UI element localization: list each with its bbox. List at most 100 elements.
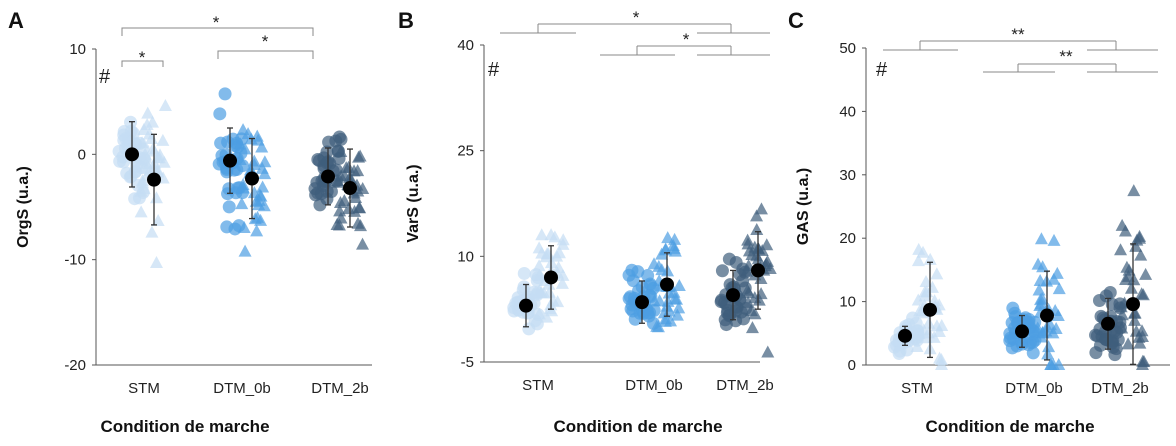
significance-label: * <box>139 48 146 67</box>
panel-C: C 50 40 30 20 10 0 GAS (u.a.) STM DTM_0b DTM_2b Con… <box>788 8 1170 436</box>
mean-marker <box>125 147 139 162</box>
data-point-triangle <box>1135 324 1149 337</box>
data-point-triangle <box>650 319 664 332</box>
data-point-circle <box>715 264 729 278</box>
data-point-triangle <box>668 232 682 245</box>
data-point-triangle <box>337 194 351 207</box>
data-point-triangle <box>1136 288 1150 301</box>
data-point-circle <box>112 144 126 158</box>
data-point-triangle <box>233 153 247 166</box>
data-point-circle <box>322 135 336 149</box>
data-point-triangle <box>136 176 150 189</box>
data-point-triangle <box>334 145 348 158</box>
data-point-circle <box>517 266 531 280</box>
y-axis-label: VarS (u.a.) <box>405 164 422 242</box>
category-label: STM <box>522 377 554 394</box>
mean-marker <box>1101 316 1115 331</box>
data-point-triangle <box>146 142 160 155</box>
category-label: STM <box>901 380 933 397</box>
data-point-circle <box>517 280 531 294</box>
data-point-triangle <box>668 292 682 305</box>
data-point-circle <box>218 87 232 101</box>
mean-marker <box>321 169 335 184</box>
data-point-circle <box>213 107 227 121</box>
data-point-triangle <box>750 222 764 235</box>
mean-marker <box>726 288 740 303</box>
data-point-triangle <box>761 345 775 358</box>
x-axis-label: Condition de marche <box>553 417 722 436</box>
data-point-triangle <box>750 209 764 222</box>
significance-bracket <box>121 60 164 67</box>
data-point-triangle <box>556 268 570 281</box>
data-point-triangle <box>1130 233 1144 246</box>
data-point-triangle <box>1049 321 1063 334</box>
data-point-triangle <box>551 295 565 308</box>
data-point-triangle <box>922 316 936 329</box>
data-point-triangle <box>535 246 549 259</box>
y-tick-label: 40 <box>839 103 856 120</box>
data-point-triangle <box>912 327 926 340</box>
data-point-triangle <box>670 308 684 321</box>
panel-A: A 10 0 -10 -20 OrgS (u.a.) STM DTM_0b DTM_2b Cond… <box>8 8 372 436</box>
data-point-triangle <box>555 276 569 289</box>
data-point-triangle <box>1139 267 1153 280</box>
data-point-triangle <box>647 294 661 307</box>
y-axis-label: OrgS (u.a.) <box>15 166 32 248</box>
data-point-triangle <box>333 204 347 217</box>
category-label: DTM_0b <box>1005 380 1063 397</box>
category-label: DTM_2b <box>716 377 774 394</box>
data-point-triangle <box>748 307 762 320</box>
data-point-triangle <box>157 155 171 168</box>
x-axis-label: Condition de marche <box>925 417 1094 436</box>
data-point-triangle <box>672 301 686 314</box>
mean-marker <box>544 270 558 285</box>
y-tick-label: -10 <box>64 252 86 269</box>
hash-marker: # <box>876 59 888 81</box>
data-point-triangle <box>149 191 163 204</box>
data-point-triangle <box>754 202 768 215</box>
data-point-triangle <box>1124 281 1138 294</box>
data-point-triangle <box>667 285 681 298</box>
y-tick-label: 30 <box>839 167 856 184</box>
data-point-triangle <box>664 314 678 327</box>
y-tick-label: 40 <box>457 37 474 54</box>
data-point-triangle <box>741 283 755 296</box>
data-point-triangle <box>1034 297 1048 310</box>
category-label: DTM_2b <box>1091 380 1149 397</box>
data-point-triangle <box>332 218 346 231</box>
data-point-circle <box>622 268 636 282</box>
significance-bracket <box>121 27 314 36</box>
data-point-circle <box>334 132 348 146</box>
data-point-triangle <box>1132 330 1146 343</box>
data-point-circle <box>320 145 334 159</box>
data-point-triangle <box>1052 282 1066 295</box>
mean-marker <box>147 172 161 187</box>
data-point-triangle <box>745 248 759 261</box>
data-point-triangle <box>652 259 666 272</box>
data-point-circle <box>1004 331 1018 345</box>
hash-marker: # <box>99 66 111 88</box>
data-point-triangle <box>552 246 566 259</box>
data-point-circle <box>228 222 242 236</box>
data-point-triangle <box>1137 354 1151 367</box>
data-point-triangle <box>145 225 159 238</box>
data-point-triangle <box>540 310 554 323</box>
data-point-triangle <box>252 193 266 206</box>
data-point-triangle <box>1115 308 1129 321</box>
data-point-triangle <box>331 175 345 188</box>
data-point-triangle <box>238 244 252 257</box>
data-point-triangle <box>1034 232 1048 245</box>
significance-label: * <box>262 32 269 51</box>
category-label: DTM_2b <box>311 380 369 397</box>
data-point-circle <box>642 309 656 323</box>
data-point-triangle <box>919 331 933 344</box>
data-point-triangle <box>237 221 251 234</box>
data-point-triangle <box>334 169 348 182</box>
data-point-triangle <box>1031 257 1045 270</box>
data-point-triangle <box>250 224 264 237</box>
panel-label: A <box>8 8 24 33</box>
data-point-triangle <box>925 280 939 293</box>
data-point-triangle <box>254 213 268 226</box>
data-point-triangle <box>1118 224 1132 237</box>
